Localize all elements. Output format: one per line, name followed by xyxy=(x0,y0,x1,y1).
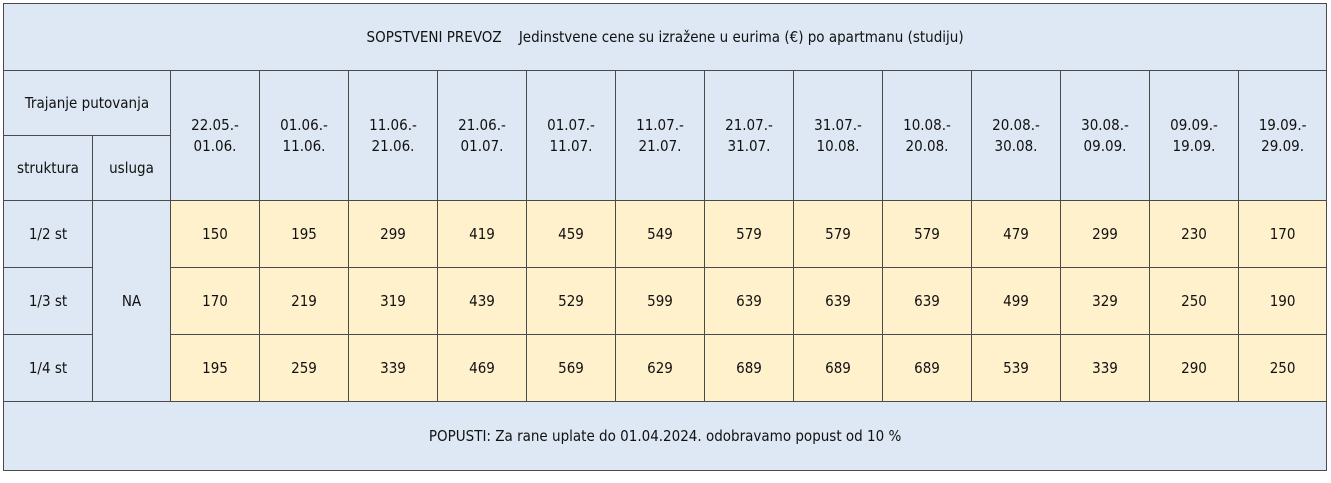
price-cell: 219 xyxy=(259,267,349,335)
price-cell: 170 xyxy=(170,267,260,335)
price-cell: 689 xyxy=(882,334,972,402)
period-to: 10.08. xyxy=(816,136,860,155)
period-from: 09.09.- xyxy=(1170,115,1218,134)
period-to: 19.09. xyxy=(1172,136,1216,155)
period-from: 30.08.- xyxy=(1081,115,1129,134)
transport-label: SOPSTVENI PREVOZ xyxy=(366,27,502,46)
price-note: Jedinstvene cene su izražene u eurima (€… xyxy=(518,27,964,46)
discount-footer: POPUSTI: Za rane uplate do 01.04.2024. o… xyxy=(2,401,1328,471)
structure-cell: 1/4 st xyxy=(3,334,93,402)
period-from: 20.08.- xyxy=(992,115,1040,134)
period-header: 10.08.- 20.08. xyxy=(882,70,972,201)
period-from: 21.06.- xyxy=(458,115,506,134)
price-cell: 579 xyxy=(793,200,883,268)
period-to: 21.07. xyxy=(638,136,682,155)
price-cell: 459 xyxy=(526,200,616,268)
price-cell: 299 xyxy=(348,200,438,268)
price-cell: 230 xyxy=(1149,200,1239,268)
period-from: 11.06.- xyxy=(369,115,417,134)
period-to: 11.06. xyxy=(282,136,326,155)
period-header: 01.06.- 11.06. xyxy=(259,70,349,201)
price-cell: 259 xyxy=(259,334,349,402)
price-cell: 299 xyxy=(1060,200,1150,268)
structure-cell: 1/3 st xyxy=(3,267,93,335)
price-cell: 195 xyxy=(259,200,349,268)
duration-header: Trajanje putovanja xyxy=(3,70,171,136)
period-header: 21.07.- 31.07. xyxy=(704,70,794,201)
price-cell: 579 xyxy=(704,200,794,268)
price-cell: 689 xyxy=(793,334,883,402)
price-cell: 419 xyxy=(437,200,527,268)
price-cell: 629 xyxy=(615,334,705,402)
price-cell: 579 xyxy=(882,200,972,268)
price-cell: 499 xyxy=(971,267,1061,335)
price-cell: 479 xyxy=(971,200,1061,268)
period-to: 31.07. xyxy=(727,136,771,155)
period-header: 21.06.- 01.07. xyxy=(437,70,527,201)
period-to: 11.07. xyxy=(549,136,593,155)
price-cell: 439 xyxy=(437,267,527,335)
structure-cell: 1/2 st xyxy=(3,200,93,268)
period-header: 11.07.- 21.07. xyxy=(615,70,705,201)
price-cell: 529 xyxy=(526,267,616,335)
table-row: 1/4 st 195 259 339 469 569 629 689 689 689 539 339 2… xyxy=(3,334,1328,402)
price-cell: 290 xyxy=(1149,334,1239,402)
period-from: 10.08.- xyxy=(903,115,951,134)
price-cell: 329 xyxy=(1060,267,1150,335)
period-to: 21.06. xyxy=(371,136,415,155)
period-header: 30.08.- 09.09. xyxy=(1060,70,1150,201)
price-cell: 469 xyxy=(437,334,527,402)
price-cell: 689 xyxy=(704,334,794,402)
period-to: 01.07. xyxy=(460,136,504,155)
period-header: 09.09.- 19.09. xyxy=(1149,70,1239,201)
service-cell: NA xyxy=(92,200,171,402)
period-header: 19.09.- 29.09. xyxy=(1237,70,1328,201)
price-cell: 195 xyxy=(170,334,260,402)
period-to: 20.08. xyxy=(905,136,949,155)
structure-header: struktura xyxy=(3,135,93,201)
period-to: 09.09. xyxy=(1083,136,1127,155)
price-cell: 339 xyxy=(1060,334,1150,402)
price-cell: 639 xyxy=(793,267,883,335)
period-from: 21.07.- xyxy=(725,115,773,134)
table-row: 1/2 st NA 150 195 299 419 459 549 579 579 579 479 29… xyxy=(3,200,1328,402)
period-from: 01.06.- xyxy=(280,115,328,134)
period-from: 31.07.- xyxy=(814,115,862,134)
price-cell: 190 xyxy=(1237,267,1328,335)
period-header: 20.08.- 30.08. xyxy=(971,70,1061,201)
price-cell: 339 xyxy=(348,334,438,402)
period-to: 30.08. xyxy=(994,136,1038,155)
price-cell: 170 xyxy=(1237,200,1328,268)
price-cell: 250 xyxy=(1237,334,1328,402)
price-cell: 639 xyxy=(882,267,972,335)
price-cell: 549 xyxy=(615,200,705,268)
period-to: 29.09. xyxy=(1261,136,1305,155)
period-to: 01.06. xyxy=(193,136,237,155)
price-table: SOPSTVENI PREVOZ Jedinstvene cene su izr… xyxy=(2,3,1328,471)
period-from: 19.09.- xyxy=(1258,115,1307,134)
price-cell: 539 xyxy=(971,334,1061,402)
price-cell: 569 xyxy=(526,334,616,402)
period-header: 31.07.- 10.08. xyxy=(793,70,883,201)
price-cell: 639 xyxy=(704,267,794,335)
service-header: usluga xyxy=(92,135,171,201)
period-header: 11.06.- 21.06. xyxy=(348,70,438,201)
table-title: SOPSTVENI PREVOZ Jedinstvene cene su izr… xyxy=(2,3,1328,71)
period-from: 11.07.- xyxy=(636,115,684,134)
period-from: 01.07.- xyxy=(547,115,595,134)
price-cell: 250 xyxy=(1149,267,1239,335)
period-header: 01.07.- 11.07. xyxy=(526,70,616,201)
table-row: 1/3 st 170 219 319 439 529 599 639 639 639 499 329 2… xyxy=(3,267,1328,335)
period-from: 22.05.- xyxy=(191,115,239,134)
price-cell: 599 xyxy=(615,267,705,335)
price-cell: 319 xyxy=(348,267,438,335)
price-cell: 150 xyxy=(170,200,260,268)
period-header: 22.05.- 01.06. xyxy=(170,70,260,201)
